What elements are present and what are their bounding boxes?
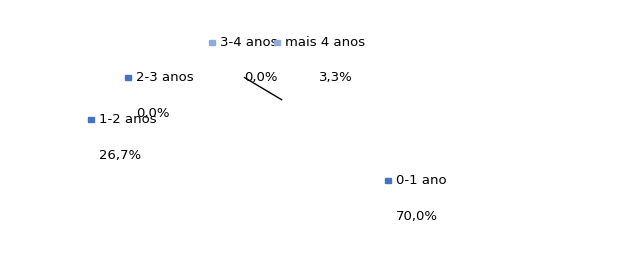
Text: 3-4 anos: 3-4 anos: [220, 37, 277, 49]
Text: mais 4 anos: mais 4 anos: [285, 37, 365, 49]
Text: 1-2 anos: 1-2 anos: [99, 113, 157, 125]
Text: 70,0%: 70,0%: [396, 210, 438, 222]
Text: 0,0%: 0,0%: [245, 71, 278, 84]
Text: 2-3 anos: 2-3 anos: [136, 71, 194, 84]
Text: 0,0%: 0,0%: [136, 107, 170, 120]
Text: 0-1 ano: 0-1 ano: [396, 174, 447, 186]
Text: 3,3%: 3,3%: [319, 71, 353, 84]
Text: 26,7%: 26,7%: [99, 149, 141, 161]
